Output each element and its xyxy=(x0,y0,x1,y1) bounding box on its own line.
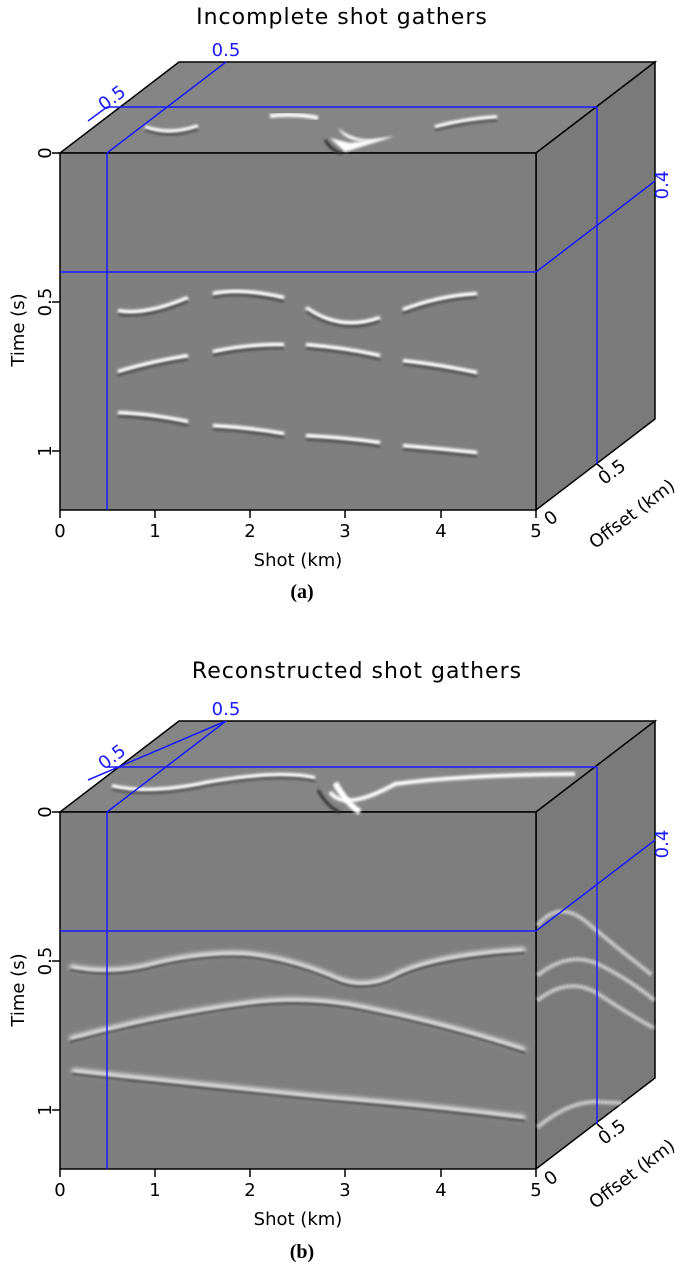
panel-b-x-tick-4: 4 xyxy=(435,1180,446,1201)
panel-a-y-tick-1: 0.5 xyxy=(35,288,56,317)
panel-a-front-face xyxy=(59,152,537,511)
panel-a-x-label: Shot (km) xyxy=(254,550,343,571)
panel-b-z-label: Offset (km) xyxy=(585,1135,679,1213)
panel-a-front-events xyxy=(117,289,478,492)
panel-a-x-axis xyxy=(59,510,537,518)
panel-a-slice-label-right: 0.4 xyxy=(652,171,673,200)
panel-a-slice-lines xyxy=(60,61,656,510)
panel-a-z-axis xyxy=(596,463,604,470)
panel-b-front-face xyxy=(59,811,537,1170)
panel-b-front-events xyxy=(69,947,526,1152)
panel-a-y-tick-2: 1 xyxy=(35,445,56,456)
panel-a-y-axis xyxy=(52,152,60,452)
panel-b-x-tick-2: 2 xyxy=(244,1180,255,1201)
panel-b-x-tick-5: 5 xyxy=(530,1180,541,1201)
panel-b-z-end: 0 xyxy=(540,1167,562,1191)
panel-b-y-tick-0: 0 xyxy=(35,806,56,817)
panel-b-top-events xyxy=(111,772,576,815)
panel-b-side-events xyxy=(536,909,656,1129)
panel-a-y-label: Time (s) xyxy=(8,293,29,367)
panel-b-y-axis xyxy=(52,811,60,1111)
panel-a-z-end: 0 xyxy=(540,507,562,531)
panel-a-x-tick-0: 0 xyxy=(54,521,65,542)
panel-b-z-axis xyxy=(596,1123,604,1130)
panel-b-x-label: Shot (km) xyxy=(254,1209,343,1230)
panel-a-slice-label-top-center: 0.5 xyxy=(212,40,241,61)
panel-a-x-tick-1: 1 xyxy=(149,521,160,542)
panel-a: Incomplete shot gathers xyxy=(8,5,679,603)
panel-b-y-tick-1: 0.5 xyxy=(35,947,56,976)
panel-b-slice-label-top-center: 0.5 xyxy=(212,699,241,720)
panel-b-y-tick-2: 1 xyxy=(35,1104,56,1115)
panel-a-caption: (a) xyxy=(290,581,313,603)
panel-b-title: Reconstructed shot gathers xyxy=(192,659,522,684)
panel-a-y-tick-0: 0 xyxy=(35,147,56,158)
panel-a-x-tick-4: 4 xyxy=(435,521,446,542)
panel-b-x-tick-3: 3 xyxy=(339,1180,350,1201)
panel-a-title: Incomplete shot gathers xyxy=(196,5,488,30)
panel-a-top-events xyxy=(144,112,498,155)
panel-b-y-label: Time (s) xyxy=(8,953,29,1027)
panel-b-slice-lines xyxy=(60,720,656,1169)
panel-b-x-tick-1: 1 xyxy=(149,1180,160,1201)
panel-a-x-tick-3: 3 xyxy=(339,521,350,542)
panel-b-slice-label-right: 0.4 xyxy=(652,830,673,859)
panel-b-x-tick-0: 0 xyxy=(54,1180,65,1201)
panel-b: Reconstructed shot gathers xyxy=(8,659,679,1263)
panel-a-x-tick-5: 5 xyxy=(530,521,541,542)
panel-a-x-tick-2: 2 xyxy=(244,521,255,542)
panel-a-z-label: Offset (km) xyxy=(585,475,679,553)
panel-b-caption: (b) xyxy=(290,1241,314,1263)
panel-b-x-axis xyxy=(59,1169,537,1177)
